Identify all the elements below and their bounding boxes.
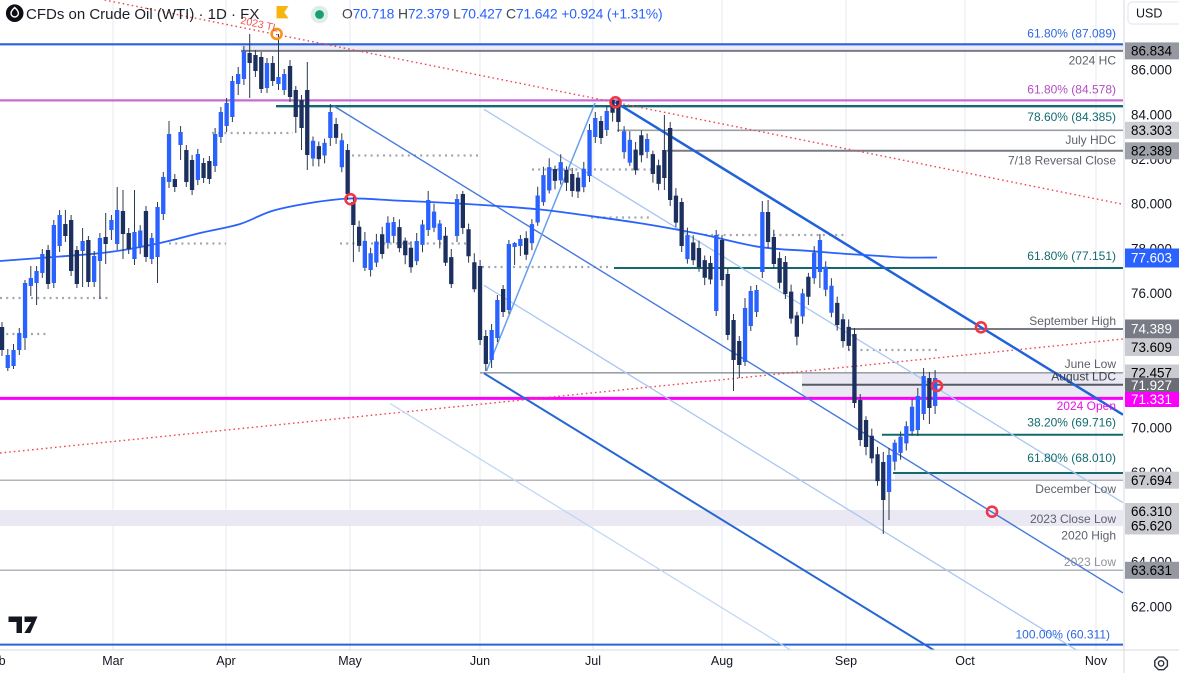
svg-text:Mar: Mar (102, 654, 124, 668)
svg-text:38.20% (69.716): 38.20% (69.716) (1027, 416, 1116, 430)
svg-text:2023 Low: 2023 Low (1064, 555, 1116, 569)
svg-text:2023 Close Low: 2023 Close Low (1030, 512, 1116, 526)
svg-text:71.331: 71.331 (1131, 392, 1172, 407)
svg-text:Jul: Jul (585, 654, 601, 668)
svg-text:67.694: 67.694 (1131, 473, 1173, 488)
svg-text:Oct: Oct (955, 654, 975, 668)
svg-text:74.389: 74.389 (1131, 322, 1172, 337)
svg-text:63.631: 63.631 (1131, 563, 1172, 578)
svg-text:82.389: 82.389 (1131, 143, 1172, 158)
svg-text:100.00% (60.311): 100.00% (60.311) (1015, 628, 1110, 642)
svg-text:7/18 Reversal Close: 7/18 Reversal Close (1008, 154, 1116, 168)
svg-text:66.310: 66.310 (1131, 504, 1172, 519)
svg-text:73.609: 73.609 (1131, 340, 1172, 355)
svg-text:August LDC: August LDC (1051, 370, 1116, 384)
svg-text:2024 Open: 2024 Open (1057, 399, 1116, 413)
svg-text:September High: September High (1029, 314, 1116, 328)
svg-text:62.000: 62.000 (1131, 599, 1172, 614)
svg-text:CFDs on Crude Oil (WTI) · 1D ·: CFDs on Crude Oil (WTI) · 1D · FX (26, 6, 259, 23)
svg-text:2020 High: 2020 High (1061, 529, 1116, 543)
svg-text:USD: USD (1136, 7, 1162, 21)
svg-text:Nov: Nov (1085, 654, 1108, 668)
svg-text:O70.718 H72.379 L70.427 C71.64: O70.718 H72.379 L70.427 C71.642 +0.924 (… (342, 6, 662, 22)
svg-text:86.000: 86.000 (1131, 63, 1172, 78)
svg-text:84.000: 84.000 (1131, 107, 1172, 122)
svg-text:70.000: 70.000 (1131, 420, 1172, 435)
svg-text:65.620: 65.620 (1131, 519, 1172, 534)
svg-text:77.603: 77.603 (1131, 251, 1172, 266)
svg-text:July HDC: July HDC (1065, 133, 1116, 147)
svg-text:78.60% (84.385): 78.60% (84.385) (1027, 110, 1116, 124)
svg-text:Sep: Sep (835, 654, 857, 668)
svg-text:76.000: 76.000 (1131, 286, 1172, 301)
svg-text:Aug: Aug (711, 654, 733, 668)
svg-text:80.000: 80.000 (1131, 197, 1172, 212)
svg-text:December Low: December Low (1035, 482, 1116, 496)
svg-text:61.80% (87.089): 61.80% (87.089) (1027, 27, 1116, 41)
svg-text:71.927: 71.927 (1131, 378, 1172, 393)
svg-text:61.80% (84.578): 61.80% (84.578) (1027, 83, 1116, 97)
svg-text:2024 HC: 2024 HC (1069, 54, 1117, 68)
svg-text:Jun: Jun (470, 654, 490, 668)
svg-text:83.303: 83.303 (1131, 123, 1172, 138)
svg-text:Apr: Apr (216, 654, 235, 668)
svg-text:61.80% (77.151): 61.80% (77.151) (1027, 249, 1116, 263)
svg-text:May: May (338, 654, 362, 668)
svg-text:Feb: Feb (0, 654, 6, 668)
svg-text:61.80% (68.010): 61.80% (68.010) (1027, 451, 1116, 465)
svg-text:June Low: June Low (1065, 357, 1117, 371)
svg-text:86.834: 86.834 (1131, 44, 1173, 59)
svg-text:72.457: 72.457 (1131, 366, 1172, 381)
